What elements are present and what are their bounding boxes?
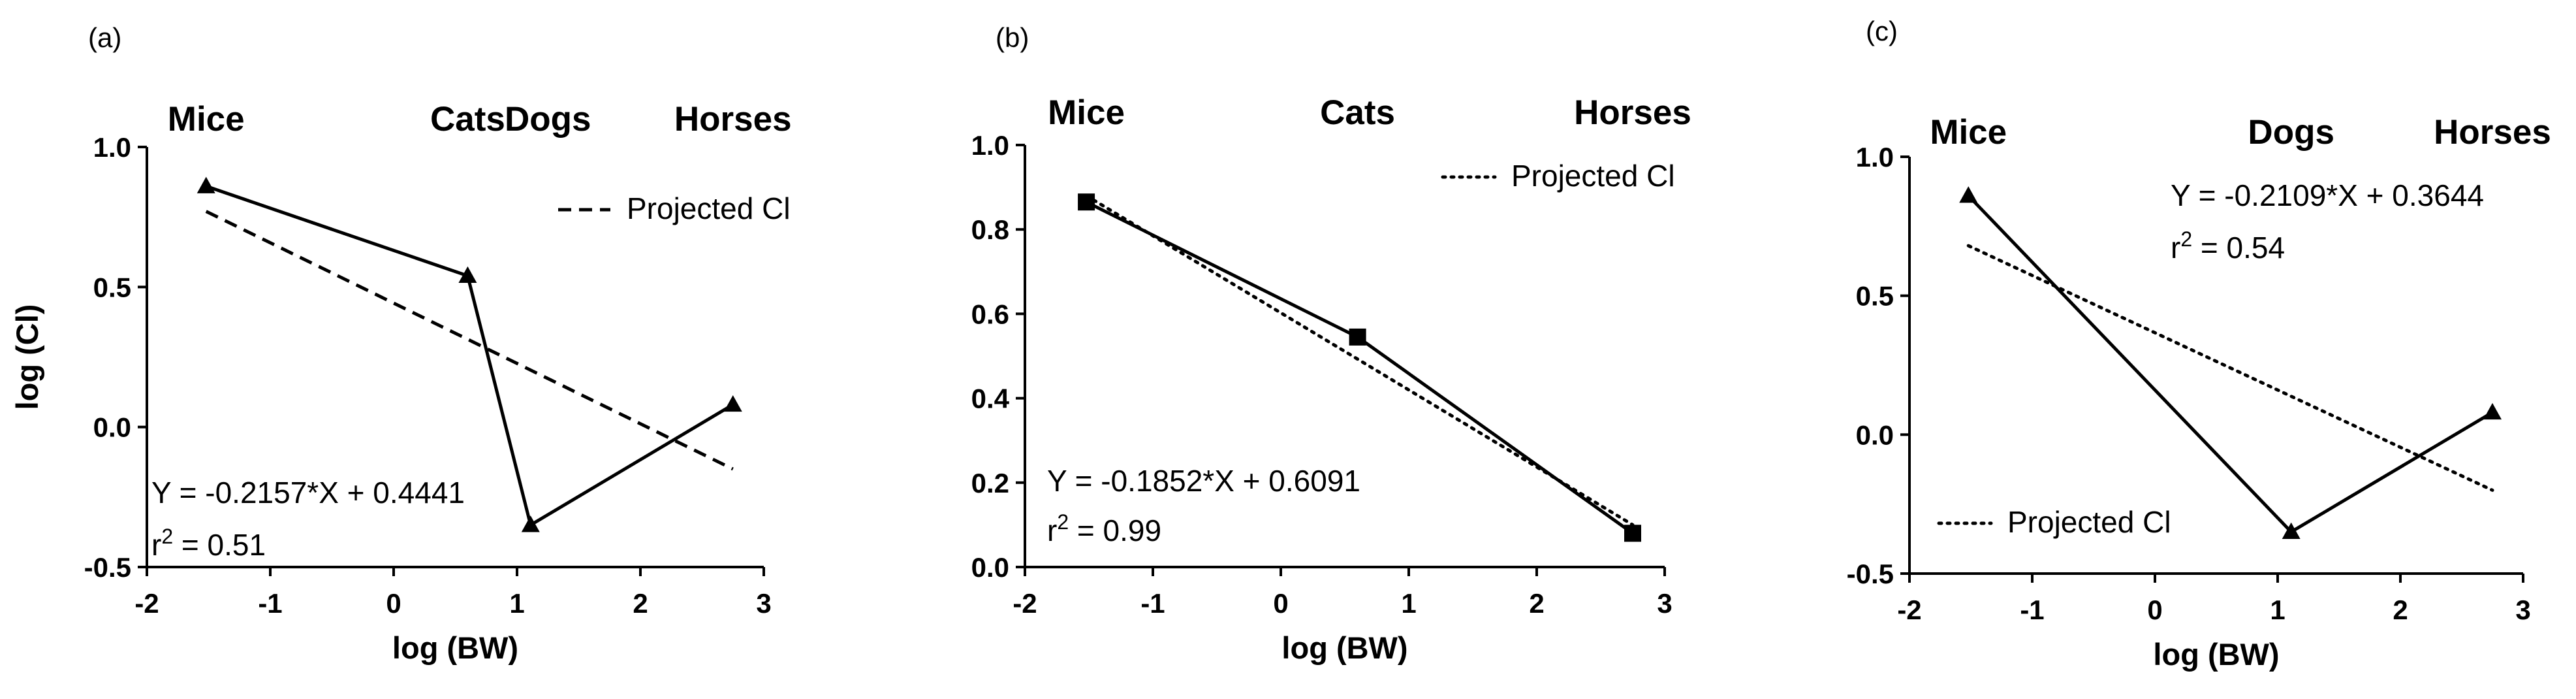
y-tick-label: 0.8 [971,214,1009,245]
projected-cl-line [1966,244,2494,492]
r-squared: r2 = 0.51 [151,525,266,562]
data-point [1959,186,1978,203]
panel-label: (a) [88,22,121,53]
data-point [723,395,742,412]
x-tick-label: 2 [2393,594,2408,625]
species-label-dogs: Dogs [2248,113,2334,152]
data-point [1624,525,1641,542]
species-label-mice: Mice [1930,113,2007,152]
x-axis-label: log (BW) [2153,637,2279,672]
y-tick-label: 0.4 [971,383,1010,414]
regression-equation: Y = -0.1852*X + 0.6091 [1047,464,1360,498]
y-tick-label: -0.5 [1847,559,1894,589]
x-tick-label: 2 [633,588,648,619]
legend-label: Projected Cl [1511,159,1675,193]
chart-panel-b: (b) Mice Cats Horses -2 -1 0 1 2 3 0.0 0.2 0.4 0.6 0.8… [971,22,1691,665]
x-tick-label: -1 [1140,588,1165,619]
y-tick-label: 1.0 [971,130,1009,161]
y-tick-label: 1.0 [93,132,131,163]
x-tick-label: -2 [1013,588,1037,619]
data-point [2282,522,2301,539]
legend-label: Projected Cl [627,191,791,225]
y-tick-label: -0.5 [84,552,131,583]
regression-equation: Y = -0.2109*X + 0.3644 [2171,178,2484,212]
data-point [196,176,215,193]
regression-equation: Y = -0.2157*X + 0.4441 [151,476,465,510]
data-point [1349,328,1366,346]
species-label-mice: Mice [168,100,245,138]
r-squared: r2 = 0.99 [1047,510,1161,547]
x-tick-label: -2 [1897,594,1921,625]
panel-label: (b) [996,22,1029,53]
x-tick-label: 1 [1401,588,1416,619]
data-point [2483,402,2502,420]
legend-label: Projected Cl [2007,505,2171,539]
y-tick-label: 0.0 [1856,419,1894,450]
x-tick-label: 3 [1657,588,1672,619]
species-label-cats: Cats [1320,93,1395,132]
x-tick-label: 3 [756,588,771,619]
x-tick-label: 1 [2270,594,2285,625]
x-tick-label: 2 [1529,588,1544,619]
data-point [1078,193,1095,211]
species-label-cats: Cats [430,100,505,138]
y-axis-label: log (Cl) [10,304,44,410]
species-label-horses: Horses [2434,113,2551,152]
x-tick-label: 0 [1273,588,1288,619]
r-squared: r2 = 0.54 [2171,227,2285,265]
y-tick-label: 0.5 [93,272,131,302]
observed-line [205,184,734,528]
data-point [458,266,477,283]
x-axis-label: log (BW) [1281,630,1407,665]
x-tick-label: 0 [2147,594,2162,625]
y-tick-label: 0.0 [971,552,1009,583]
x-tick-label: -1 [258,588,282,619]
chart-panel-a: (a) Mice Cats Dogs Horses -2 -1 0 1 2 3 -0.5 0.0 0.5 1… [10,22,792,665]
y-tick-label: 0.2 [971,468,1009,498]
chart-panel-c: (c) Mice Dogs Horses -2 -1 0 1 2 3 -0.5 0.0 0.5 1.0 lo… [1847,16,2551,672]
x-tick-label: -1 [2020,594,2044,625]
panel-label: (c) [1866,16,1898,46]
x-axis-label: log (BW) [392,630,518,665]
species-label-horses: Horses [674,100,792,138]
x-tick-label: 0 [386,588,401,619]
species-label-dogs: Dogs [505,100,591,138]
projected-cl-line [205,210,734,471]
y-tick-label: 1.0 [1856,142,1894,172]
y-tick-label: 0.6 [971,299,1009,329]
x-tick-label: -2 [134,588,159,619]
species-label-horses: Horses [1574,93,1691,132]
y-tick-label: 0.5 [1856,281,1894,312]
y-tick-label: 0.0 [93,412,131,443]
species-label-mice: Mice [1048,93,1125,132]
x-tick-label: 1 [509,588,524,619]
data-point [521,515,540,532]
x-tick-label: 3 [2515,594,2530,625]
